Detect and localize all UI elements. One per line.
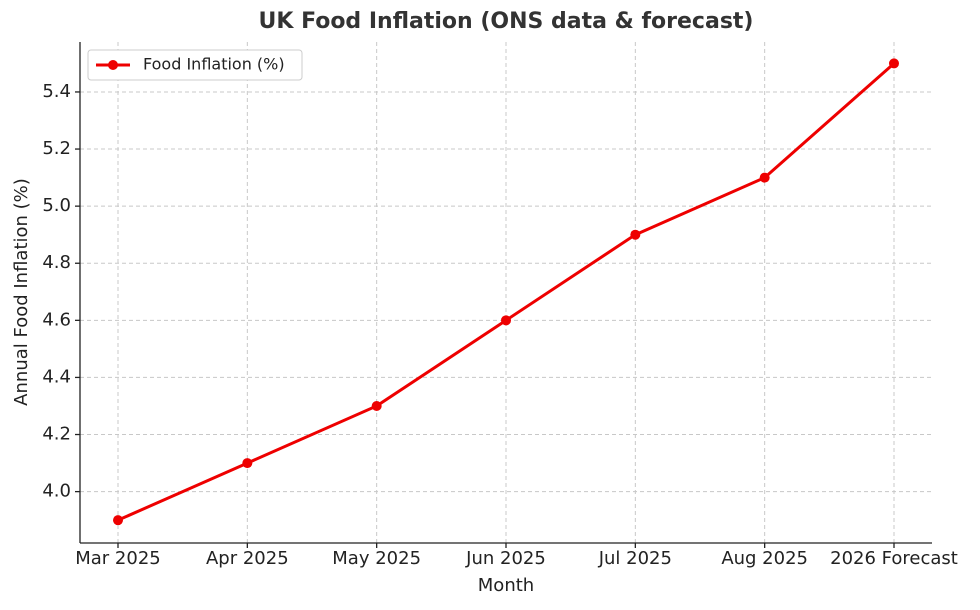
legend-marker bbox=[108, 60, 118, 70]
x-tick-label: Apr 2025 bbox=[206, 548, 289, 569]
y-tick-label: 5.2 bbox=[42, 138, 71, 159]
point bbox=[501, 315, 511, 326]
point bbox=[371, 400, 382, 411]
x-axis-label: Month bbox=[478, 575, 534, 596]
x-tick-label: Jun 2025 bbox=[465, 548, 546, 569]
chart-title: UK Food Inflation (ONS data & forecast) bbox=[259, 9, 754, 34]
y-tick-label: 4.8 bbox=[42, 252, 71, 273]
x-tick-label: Mar 2025 bbox=[75, 548, 161, 569]
y-tick-label: 4.4 bbox=[42, 366, 71, 387]
y-axis-label: Annual Food Inflation (%) bbox=[11, 178, 32, 406]
x-tick-label: May 2025 bbox=[332, 548, 421, 569]
point bbox=[113, 515, 123, 526]
legend-label: Food Inflation (%) bbox=[143, 55, 285, 74]
y-tick-label: 5.4 bbox=[42, 81, 71, 102]
y-tick-label: 4.0 bbox=[42, 481, 71, 502]
point bbox=[889, 58, 899, 69]
point bbox=[630, 229, 641, 240]
point bbox=[242, 458, 253, 469]
x-tick-label: Jul 2025 bbox=[598, 548, 672, 569]
y-tick-label: 5.0 bbox=[42, 195, 71, 216]
legend-box bbox=[87, 49, 303, 81]
y-tick-label: 4.2 bbox=[42, 424, 71, 445]
x-tick-label: 2026 Forecast bbox=[830, 548, 958, 569]
point bbox=[759, 172, 770, 183]
y-tick-label: 4.6 bbox=[42, 309, 71, 330]
x-tick-label: Aug 2025 bbox=[721, 548, 808, 569]
